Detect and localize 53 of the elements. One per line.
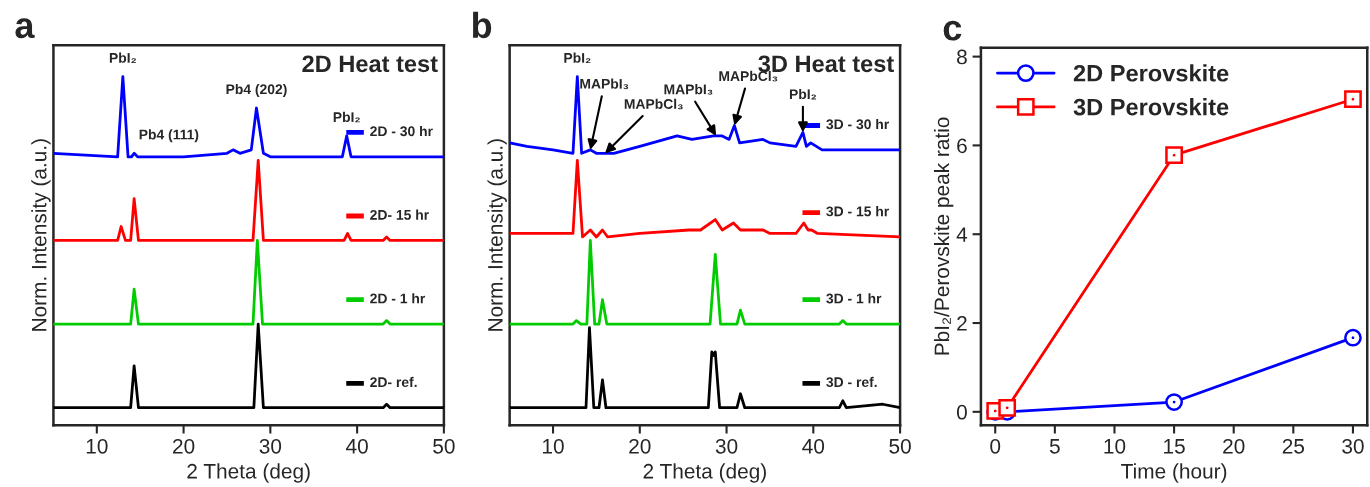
x-tick-label: 30 <box>715 438 738 454</box>
x-axis-title: 2 Theta (deg) <box>187 463 310 483</box>
x-axis-title: 2 Theta (deg) <box>643 463 766 483</box>
x-tick-label: 50 <box>889 438 911 454</box>
y-axis-title: PbI₂/Perovskite peak ratio <box>933 117 954 355</box>
legend-label: 2D- 15 hr <box>370 209 429 220</box>
legend-label: 3D - ref. <box>826 376 877 388</box>
point <box>1344 328 1362 347</box>
x-tick-label: 40 <box>346 438 368 454</box>
legend-label: 3D - 1 hr <box>826 293 882 304</box>
legend-label: 2D - 1 hr <box>370 293 426 304</box>
y-tick-label: 4 <box>956 227 968 242</box>
x-tick-label: 0 <box>990 438 1001 454</box>
annotation: PbI₂ <box>109 52 137 64</box>
annotation: MAPbCl₃ <box>624 98 683 110</box>
x-tick-label: 20 <box>629 438 651 454</box>
x-tick-label: 25 <box>1282 438 1305 454</box>
x-tick-label: 5 <box>1049 439 1060 454</box>
y-tick-label: 6 <box>957 138 967 154</box>
y-axis-title: Norm. Intensity (a.u.) <box>487 139 507 331</box>
x-tick-label: 40 <box>802 438 825 454</box>
y-tick-label: 2 <box>957 316 967 331</box>
x-tick-label: 20 <box>173 438 195 454</box>
annotation: PbI₂ <box>564 52 591 64</box>
legend-label: 3D - 30 hr <box>826 118 889 130</box>
x-tick-label: 20 <box>1223 438 1245 454</box>
y-tick-label: 0 <box>956 404 967 420</box>
legend-label: 3D - 15 hr <box>826 206 889 217</box>
annotation: MAPbI₃ <box>664 84 713 95</box>
annotation: MAPbI₃ <box>580 78 629 90</box>
annotation: Pb4 (202) <box>226 83 287 97</box>
annotation: PbI₂ <box>333 111 360 123</box>
chart-subtitle: 2D Heat test <box>302 55 438 73</box>
legend-label: 2D Perovskite <box>1073 64 1229 82</box>
annotation: PbI₂ <box>789 88 817 100</box>
y-tick-label: 8 <box>957 49 967 65</box>
annotation: Pb4 (111) <box>139 129 199 143</box>
x-tick-label: 10 <box>543 438 564 454</box>
legend-label: 2D - 30 hr <box>370 125 433 137</box>
legend-label: 3D Perovskite <box>1073 98 1229 116</box>
x-tick-label: 50 <box>433 438 455 454</box>
x-tick-label: 10 <box>86 438 108 454</box>
x-tick-label: 30 <box>259 438 282 454</box>
x-tick-label: 10 <box>1104 438 1126 454</box>
chart-title: c <box>943 20 962 41</box>
x-axis-title: Time (hour) <box>1121 463 1227 483</box>
point <box>1344 90 1362 109</box>
chart-title: a <box>15 18 35 39</box>
x-tick-label: 30 <box>1342 438 1364 454</box>
y-axis-title: Norm. Intensity (a.u.) <box>31 139 51 331</box>
x-tick-label: 15 <box>1164 439 1185 454</box>
legend-label: 2D- ref. <box>370 376 417 388</box>
chart-title: b <box>472 11 492 39</box>
